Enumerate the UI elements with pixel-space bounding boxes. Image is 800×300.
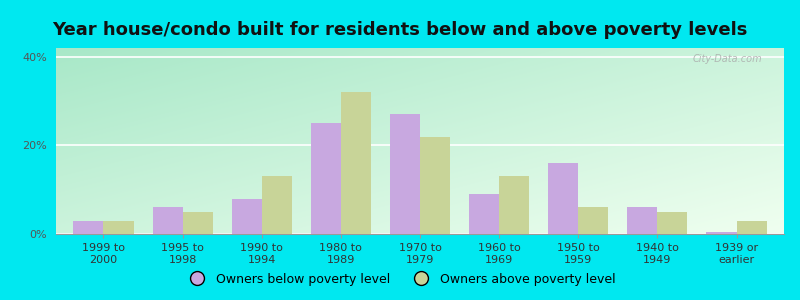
Text: City-Data.com: City-Data.com bbox=[693, 54, 762, 64]
Bar bbox=[627, 207, 658, 234]
Bar bbox=[262, 176, 292, 234]
Bar bbox=[74, 221, 103, 234]
Bar bbox=[706, 232, 737, 234]
Bar bbox=[737, 221, 766, 234]
Legend: Owners below poverty level, Owners above poverty level: Owners below poverty level, Owners above… bbox=[179, 268, 621, 291]
Bar bbox=[658, 212, 687, 234]
Bar bbox=[232, 199, 262, 234]
Bar bbox=[153, 207, 182, 234]
Bar bbox=[390, 114, 420, 234]
Bar bbox=[341, 92, 371, 234]
Bar bbox=[311, 123, 341, 234]
Bar bbox=[499, 176, 530, 234]
Bar bbox=[103, 221, 134, 234]
Bar bbox=[548, 163, 578, 234]
Bar bbox=[469, 194, 499, 234]
Bar bbox=[420, 136, 450, 234]
Text: Year house/condo built for residents below and above poverty levels: Year house/condo built for residents bel… bbox=[52, 21, 748, 39]
Bar bbox=[182, 212, 213, 234]
Bar bbox=[578, 207, 608, 234]
